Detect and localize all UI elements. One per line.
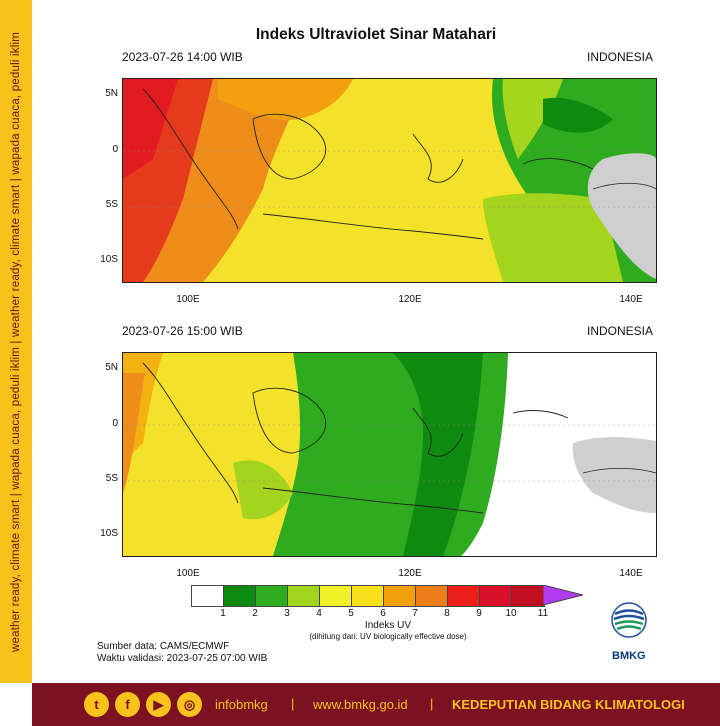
footer-separator: | — [291, 696, 295, 711]
colorbar-tick: 9 — [476, 608, 482, 619]
colorbar-tick: 6 — [380, 608, 386, 619]
panel1-lat-5s: 5S — [105, 199, 118, 210]
twitter-icon[interactable]: t — [84, 692, 109, 717]
colorbar-tick: 1 — [220, 608, 226, 619]
colorbar-box — [320, 586, 352, 606]
uv-map-panel-2 — [122, 352, 657, 557]
colorbar-box — [224, 586, 256, 606]
facebook-icon[interactable]: f — [115, 692, 140, 717]
panel2-lat-0: 0 — [112, 418, 118, 429]
uv-map-panel-1 — [122, 78, 657, 283]
panel2-lat-5n: 5N — [105, 362, 118, 373]
panel2-datetime: 2023-07-26 15:00 WIB — [122, 324, 243, 338]
slogan-strip: weather ready, climate smart | wapada cu… — [0, 0, 32, 683]
panel1-lat-10s: 10S — [100, 254, 118, 265]
colorbar-label: Indeks UV — [364, 620, 412, 631]
colorbar-tick: 2 — [252, 608, 258, 619]
colorbar-tick: 4 — [316, 608, 322, 619]
colorbar-tick: 5 — [348, 608, 354, 619]
uv-map-1-graphic — [123, 79, 656, 282]
colorbar-tick: 10 — [505, 608, 517, 619]
data-source: Sumber data: CAMS/ECMWF — [97, 641, 230, 652]
footer-division: KEDEPUTIAN BIDANG KLIMATOLOGI — [452, 697, 685, 712]
map-title: Indeks Ultraviolet Sinar Matahari — [255, 26, 497, 43]
panel2-lon-100e: 100E — [176, 568, 200, 579]
colorbar-box — [288, 586, 320, 606]
panel1-lat-0: 0 — [112, 144, 118, 155]
colorbar-box — [480, 586, 512, 606]
colorbar-box — [384, 586, 416, 606]
panel1-lat-5n: 5N — [105, 88, 118, 99]
colorbar-tick: 3 — [284, 608, 290, 619]
footer-separator: | — [430, 696, 434, 711]
bmkg-logo-icon — [611, 602, 647, 638]
uv-map-2-graphic — [123, 353, 656, 556]
colorbar-box — [416, 586, 448, 606]
panel1-region: INDONESIA — [587, 50, 654, 64]
panel1-lon-100e: 100E — [176, 294, 200, 305]
colorbar-tick: 11 — [537, 608, 549, 619]
colorbar-tick: 7 — [412, 608, 418, 619]
uv-colorbar — [191, 585, 545, 607]
bmkg-logo-text: BMKG — [612, 650, 646, 662]
footer-handle[interactable]: infobmkg — [215, 697, 268, 712]
colorbar-box — [352, 586, 384, 606]
panel2-lon-120e: 120E — [398, 568, 422, 579]
panel2-lat-5s: 5S — [105, 473, 118, 484]
panel1-datetime: 2023-07-26 14:00 WIB — [122, 50, 243, 64]
footer-website[interactable]: www.bmkg.go.id — [313, 697, 408, 712]
panel2-lon-140e: 140E — [619, 568, 643, 579]
panel2-region: INDONESIA — [587, 324, 654, 338]
slogan-text: weather ready, climate smart | wapada cu… — [10, 32, 22, 652]
colorbar-tick: 8 — [444, 608, 450, 619]
panel1-lon-140e: 140E — [619, 294, 643, 305]
colorbar-box — [256, 586, 288, 606]
panel1-lon-120e: 120E — [398, 294, 422, 305]
colorbar-box — [448, 586, 480, 606]
colorbar-box — [512, 586, 544, 606]
youtube-icon[interactable]: ▶ — [146, 692, 171, 717]
panel2-lat-10s: 10S — [100, 528, 118, 539]
colorbar-box — [192, 586, 224, 606]
colorbar-sublabel: (dihitung dari: UV biologically effectiv… — [309, 632, 467, 641]
colorbar-overflow-arrow — [543, 585, 583, 605]
validation-time: Waktu validasi: 2023-07-25 07:00 WIB — [97, 653, 268, 664]
instagram-icon[interactable]: ◎ — [177, 692, 202, 717]
